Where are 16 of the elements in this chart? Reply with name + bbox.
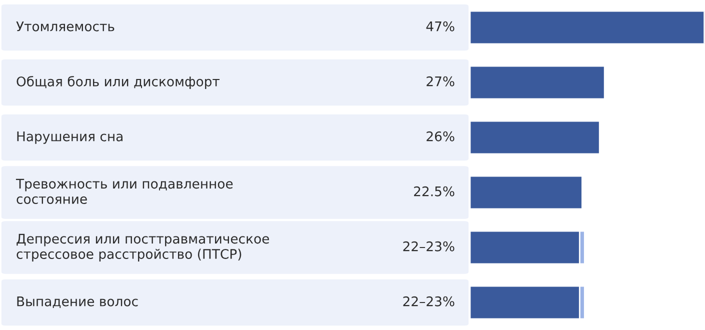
- y-tick-label: Депрессия или посттравматическое стрессовое расстройство (ПТСР): [16, 234, 270, 262]
- data-label: 47%: [426, 21, 454, 32]
- bar: [470, 65, 606, 100]
- data-label: 22–23%: [403, 296, 454, 306]
- y-tick-label: Нарушения сна: [17, 132, 122, 144]
- y-tick-label: Выпадение волос: [17, 296, 138, 308]
- bar: [470, 175, 583, 210]
- data-label: 27%: [426, 76, 454, 86]
- y-tick-label: Общая боль или дискомфорт: [16, 76, 220, 89]
- y-tick-label: Тревожность или подавленное состояние: [16, 178, 233, 204]
- data-label: 22.5%: [414, 186, 454, 196]
- bar: [470, 10, 704, 45]
- data-label: 26%: [426, 131, 454, 142]
- y-tick-label: Утомляемость: [16, 22, 114, 32]
- bar: [470, 120, 600, 155]
- data-label: 22–23%: [403, 241, 454, 252]
